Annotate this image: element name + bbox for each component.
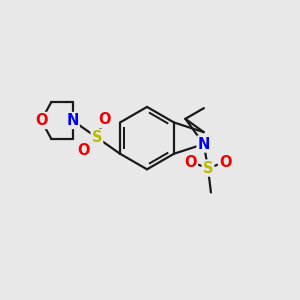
Text: S: S — [203, 160, 213, 175]
Text: O: O — [77, 143, 90, 158]
Text: O: O — [184, 154, 197, 169]
Text: N: N — [197, 136, 210, 152]
Text: S: S — [92, 130, 102, 145]
Text: O: O — [35, 113, 47, 128]
Text: O: O — [219, 154, 232, 169]
Text: O: O — [98, 112, 111, 127]
Text: N: N — [66, 113, 79, 128]
